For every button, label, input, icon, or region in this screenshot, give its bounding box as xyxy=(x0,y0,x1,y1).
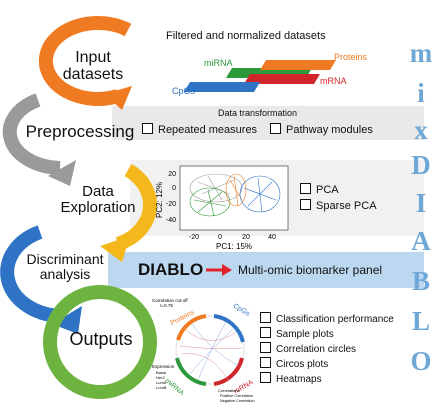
circos-expression-title: Expression xyxy=(152,364,175,369)
dataset-label-cpgs: CpGs xyxy=(172,86,196,96)
circos-arc-cpgs xyxy=(213,314,245,343)
circos-expression-item: Her2 xyxy=(156,375,165,380)
ring-exploration xyxy=(100,163,157,262)
input-datasets-illustration: miRNA Proteins mRNA CpGs xyxy=(172,52,368,96)
preprocessing-title: Data transformation xyxy=(218,108,298,118)
circos-cutoff-value: r=0.75 xyxy=(160,303,173,308)
ring-input xyxy=(38,15,132,110)
option-pca: PCA xyxy=(300,183,339,196)
option-heatmaps: Heatmaps xyxy=(260,372,322,385)
circos-links xyxy=(179,321,243,381)
circos-arc-mirna xyxy=(175,357,207,386)
pca-cluster-blue xyxy=(239,175,281,213)
checkbox-icon xyxy=(260,372,271,383)
diablo-label: DIABLO xyxy=(138,260,204,279)
brand-letter: B xyxy=(411,266,430,296)
ring-outputs xyxy=(43,285,157,399)
stage-input-label: Input datasets xyxy=(62,49,124,83)
option-correlation-circles: Correlation circles xyxy=(260,342,356,355)
checkbox-icon xyxy=(260,357,271,368)
stage-preprocessing-label: Preprocessing xyxy=(25,122,135,141)
checkbox-icon xyxy=(142,123,153,134)
circos-arc-proteins xyxy=(176,314,207,341)
pca-xtick: 0 xyxy=(218,234,222,241)
red-arrow-icon xyxy=(206,264,232,276)
stage-discriminant-label: Discriminant analysis xyxy=(26,251,104,282)
option-sample-plots: Sample plots xyxy=(260,327,334,340)
checkbox-icon xyxy=(260,342,271,353)
pca-plot: 20 0 -20 -40 -20 0 20 40 PC1: 15% PC2: 1… xyxy=(155,165,289,251)
circos-expression-item: LumA xyxy=(156,380,167,385)
ring-preprocessing xyxy=(2,93,76,186)
circos-expression-item: Basal xyxy=(156,370,166,375)
circos-block-proteins: Proteins xyxy=(170,309,196,327)
pca-cluster-green xyxy=(189,187,231,217)
pca-ytick: -20 xyxy=(166,201,176,208)
pca-xtick: 20 xyxy=(242,234,250,241)
brand-letter: A xyxy=(411,226,431,256)
circos-expression-item: LumB xyxy=(156,385,167,390)
stage-outputs-label: Outputs xyxy=(69,329,133,349)
pca-xtick: 40 xyxy=(268,234,276,241)
ring-discriminant xyxy=(0,225,82,334)
biomarker-panel-label: Multi-omic biomarker panel xyxy=(238,263,383,277)
brand-letter: O xyxy=(410,346,432,376)
dataset-label-mirna: miRNA xyxy=(204,58,233,68)
pca-xtick: -20 xyxy=(189,234,199,241)
dataset-bar-mrna xyxy=(244,74,320,84)
dataset-label-proteins: Proteins xyxy=(334,52,368,62)
circos-arc-mrna xyxy=(213,357,244,386)
pca-ytick: 0 xyxy=(172,185,176,192)
pca-ylabel: PC2: 12% xyxy=(155,182,164,218)
brand-letter: I xyxy=(415,188,427,218)
brand-letter: i xyxy=(417,78,425,108)
brand-letter: L xyxy=(411,306,430,336)
pca-ytick: 20 xyxy=(168,171,176,178)
checkbox-icon xyxy=(300,183,311,194)
discriminant-band xyxy=(108,252,424,288)
circos-plot: Correlation cut-off r=0.75 Proteins CpGs… xyxy=(152,298,255,403)
circos-block-cpgs: CpGs xyxy=(232,303,251,318)
checkbox-icon xyxy=(260,312,271,323)
circos-block-mirna: miRNA xyxy=(164,377,186,397)
option-repeated-measures: Repeated measures xyxy=(142,123,257,136)
checkbox-icon xyxy=(300,199,311,210)
circos-correlation-item: Positive Correlation xyxy=(220,394,253,398)
dataset-label-mrna: mRNA xyxy=(320,76,347,86)
option-circos-plots: Circos plots xyxy=(260,357,328,370)
option-classification-performance: Classification performance xyxy=(260,312,394,325)
dataset-bar-cpgs xyxy=(184,82,260,92)
preprocessing-band xyxy=(112,106,424,140)
dataset-bar-proteins xyxy=(260,60,336,70)
checkbox-icon xyxy=(270,123,281,134)
circos-correlation-title: Correlations xyxy=(218,388,240,393)
pca-xlabel: PC1: 15% xyxy=(216,242,252,251)
brand-letter: D xyxy=(411,150,431,180)
brand-letter: x xyxy=(414,115,428,145)
circos-correlation-item: Negative Correlation xyxy=(220,399,255,403)
brand-letter: m xyxy=(409,38,433,68)
option-pathway-modules: Pathway modules xyxy=(270,123,373,136)
circos-cutoff-label: Correlation cut-off xyxy=(152,298,188,303)
stage-exploration-label: Data Exploration xyxy=(60,183,136,216)
input-title: Filtered and normalized datasets xyxy=(166,30,326,42)
option-sparse-pca: Sparse PCA xyxy=(300,199,377,212)
checkbox-icon xyxy=(260,327,271,338)
pca-ytick: -40 xyxy=(166,217,176,224)
